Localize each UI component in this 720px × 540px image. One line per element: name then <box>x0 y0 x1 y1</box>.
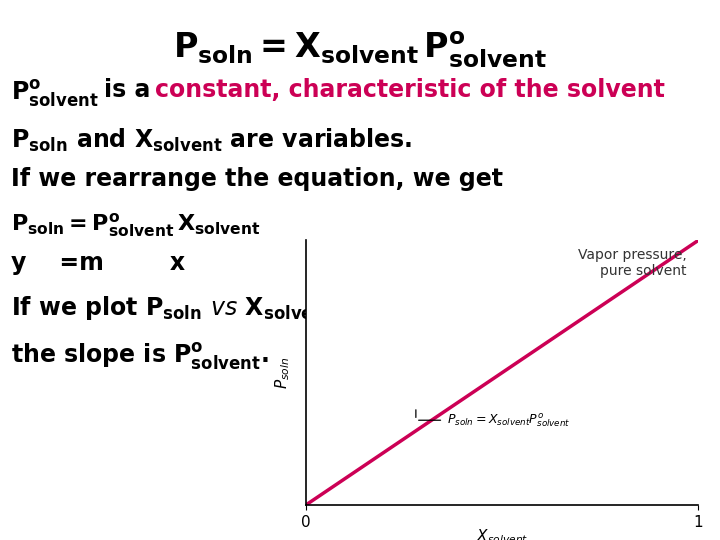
Text: the slope is $\mathbf{P^o_{solvent}}$.: the slope is $\mathbf{P^o_{solvent}}$. <box>11 341 269 372</box>
Text: Vapor pressure,
pure solvent: Vapor pressure, pure solvent <box>578 248 687 279</box>
Text: $\mathbf{P_{soln} = X_{solvent}\, P^o_{solvent}}$: $\mathbf{P_{soln} = X_{solvent}\, P^o_{s… <box>174 30 546 70</box>
Text: $\mathbf{P_{soln}}$ and $\mathbf{X_{solvent}}$ are variables.: $\mathbf{P_{soln}}$ and $\mathbf{X_{solv… <box>11 127 413 154</box>
Text: If we plot $\mathbf{P_{soln}}$ $\mathit{vs}$ $\mathbf{X_{solvent}}$ ,: If we plot $\mathbf{P_{soln}}$ $\mathit{… <box>11 294 349 322</box>
Text: $P_{soln} = X_{solvent}P^o_{solvent}$: $P_{soln} = X_{solvent}P^o_{solvent}$ <box>447 411 571 429</box>
Text: $P_{soln}$: $P_{soln}$ <box>273 356 292 389</box>
Text: $\mathbf{P_{soln} = P^o_{solvent}\, X_{solvent}}$: $\mathbf{P_{soln} = P^o_{solvent}\, X_{s… <box>11 211 261 239</box>
Text: $X_{solvent}$: $X_{solvent}$ <box>476 528 528 540</box>
Text: $\mathbf{P^o_{solvent}}$: $\mathbf{P^o_{solvent}}$ <box>11 78 99 109</box>
Text: constant, characteristic of the solvent: constant, characteristic of the solvent <box>155 78 665 102</box>
Text: If we rearrange the equation, we get: If we rearrange the equation, we get <box>11 167 503 191</box>
Text: is a: is a <box>104 78 159 102</box>
Text: y    =m        x: y =m x <box>11 251 185 275</box>
